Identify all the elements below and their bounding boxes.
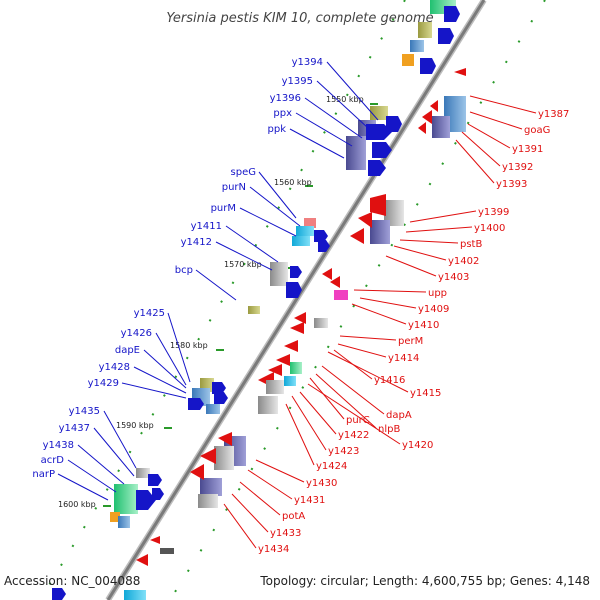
gene-label: y1393 (496, 179, 527, 190)
gene-label: y1414 (388, 353, 419, 364)
gene-label: y1399 (478, 207, 509, 218)
gene-label: y1396 (270, 93, 301, 104)
gene-label: bcp (175, 265, 193, 276)
gene-label: dapA (386, 410, 412, 421)
gene-label: y1411 (191, 221, 222, 232)
gene-label: y1410 (408, 320, 439, 331)
gene-label: purM (211, 203, 236, 214)
gene-label: y1392 (502, 162, 533, 173)
genome-stats-text: Topology: circular; Length: 4,600,755 bp… (259, 574, 590, 588)
ruler-labels: 1550 kbp 1560 kbp 1570 kbp 1580 kbp 1590… (58, 95, 364, 509)
ruler-label: 1600 kbp (58, 500, 96, 509)
gene-label: perM (398, 336, 423, 347)
left-leader-lines (57, 61, 379, 501)
gene-label: y1415 (410, 388, 441, 399)
gene-label: speG (231, 167, 256, 178)
forward-genes (52, 0, 460, 600)
gene-label: y1424 (316, 461, 347, 472)
gene-label: nlpB (378, 424, 400, 435)
reverse-genes (136, 68, 466, 566)
inner-dot-track (39, 0, 406, 600)
gene-label: y1437 (59, 423, 90, 434)
gene-label: goaG (524, 125, 550, 136)
gene-label: acrD (41, 455, 65, 466)
gene-label: y1409 (418, 304, 449, 315)
gene-label: y1394 (292, 57, 323, 68)
gene-label: y1391 (512, 144, 543, 155)
gene-label: dapE (115, 345, 140, 356)
gene-label: purC (346, 415, 370, 426)
gene-label: y1433 (270, 528, 301, 539)
gene-label: y1434 (258, 544, 289, 555)
gene-label: y1426 (121, 328, 152, 339)
ruler-label: 1550 kbp (326, 95, 364, 104)
left-gene-labels: y1394 y1395 y1396 ppx ppk speG purN purM… (32, 57, 323, 480)
genome-backbone-core (106, 0, 486, 600)
gene-label: y1416 (374, 375, 405, 386)
map-title: Yersinia pestis KIM 10, complete genome (166, 11, 433, 26)
right-leader-lines (223, 95, 537, 549)
gene-label: y1420 (402, 440, 433, 451)
gene-label: y1430 (306, 478, 337, 489)
gene-label: y1431 (294, 495, 325, 506)
right-gene-labels: y1387 goaG y1391 y1392 y1393 y1399 y1400… (258, 109, 569, 555)
gene-label: ppx (273, 108, 292, 119)
ruler-label: 1560 kbp (274, 178, 312, 187)
accession-text: Accession: NC_004088 (4, 574, 140, 588)
gene-label: y1435 (69, 406, 100, 417)
gene-label: y1403 (438, 272, 469, 283)
gene-label: y1402 (448, 256, 479, 267)
gene-label: y1412 (181, 237, 212, 248)
gene-label: y1428 (99, 362, 130, 373)
gene-label: purN (222, 182, 246, 193)
gene-label: y1423 (328, 446, 359, 457)
gene-label: y1438 (43, 440, 74, 451)
gene-label: y1422 (338, 430, 369, 441)
gene-label: y1387 (538, 109, 569, 120)
ruler-label: 1580 kbp (170, 341, 208, 350)
outer-dot-track (169, 0, 546, 600)
gene-label: upp (428, 288, 447, 299)
gene-label: y1400 (474, 223, 505, 234)
gene-label: pstB (460, 239, 482, 250)
gene-label: ppk (268, 124, 287, 135)
ruler-label: 1590 kbp (116, 421, 154, 430)
gene-label: potA (282, 511, 305, 522)
gene-label: y1395 (282, 76, 313, 87)
gene-label: y1425 (134, 308, 165, 319)
ruler-label: 1570 kbp (224, 260, 262, 269)
gene-label: y1429 (88, 378, 119, 389)
gene-label: narP (32, 469, 55, 480)
